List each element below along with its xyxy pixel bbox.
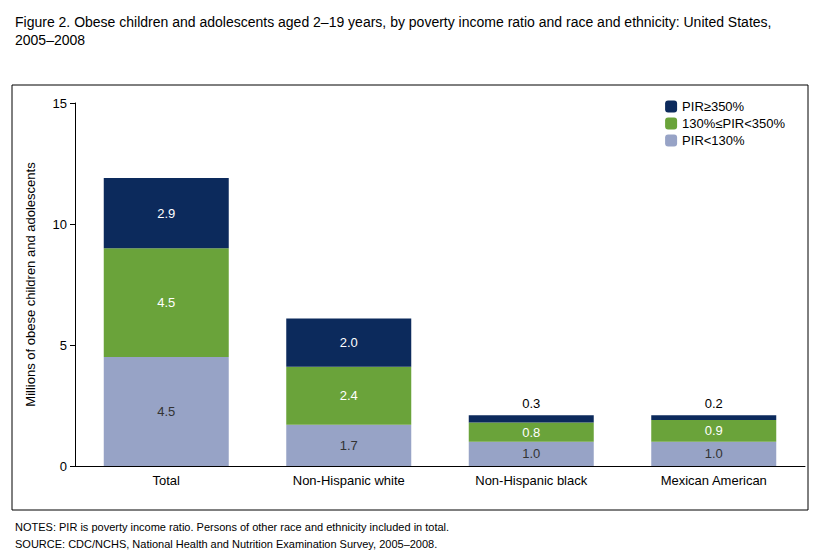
svg-text:Figure 2. Obese children and a: Figure 2. Obese children and adolescents… xyxy=(15,14,775,30)
svg-text:10: 10 xyxy=(53,217,67,232)
svg-text:0.2: 0.2 xyxy=(705,396,723,411)
svg-text:0.3: 0.3 xyxy=(522,396,540,411)
svg-text:2.9: 2.9 xyxy=(157,206,175,221)
svg-text:1.7: 1.7 xyxy=(340,438,358,453)
svg-text:Millions of obese children and: Millions of obese children and adolescen… xyxy=(23,162,38,407)
svg-text:4.5: 4.5 xyxy=(157,295,175,310)
svg-text:Mexican American: Mexican American xyxy=(661,473,767,488)
svg-text:0.8: 0.8 xyxy=(522,425,540,440)
svg-text:PIR<130%: PIR<130% xyxy=(682,133,745,148)
svg-text:15: 15 xyxy=(53,96,67,111)
svg-text:Non-Hispanic black: Non-Hispanic black xyxy=(475,473,587,488)
svg-text:2005–2008: 2005–2008 xyxy=(15,32,85,48)
svg-text:0: 0 xyxy=(60,459,67,474)
svg-text:SOURCE: CDC/NCHS, National Hea: SOURCE: CDC/NCHS, National Health and Nu… xyxy=(15,538,437,550)
svg-text:NOTES: PIR is poverty income r: NOTES: PIR is poverty income ratio. Pers… xyxy=(15,521,449,533)
svg-text:5: 5 xyxy=(60,338,67,353)
svg-text:4.5: 4.5 xyxy=(157,404,175,419)
svg-text:Total: Total xyxy=(153,473,181,488)
svg-text:2.0: 2.0 xyxy=(340,335,358,350)
svg-text:2.4: 2.4 xyxy=(340,388,358,403)
svg-text:1.0: 1.0 xyxy=(705,446,723,461)
svg-text:1.0: 1.0 xyxy=(522,446,540,461)
svg-text:130%≤PIR<350%: 130%≤PIR<350% xyxy=(682,116,785,131)
svg-text:0.9: 0.9 xyxy=(705,423,723,438)
svg-text:Non-Hispanic white: Non-Hispanic white xyxy=(293,473,405,488)
svg-text:PIR≥350%: PIR≥350% xyxy=(682,99,744,114)
